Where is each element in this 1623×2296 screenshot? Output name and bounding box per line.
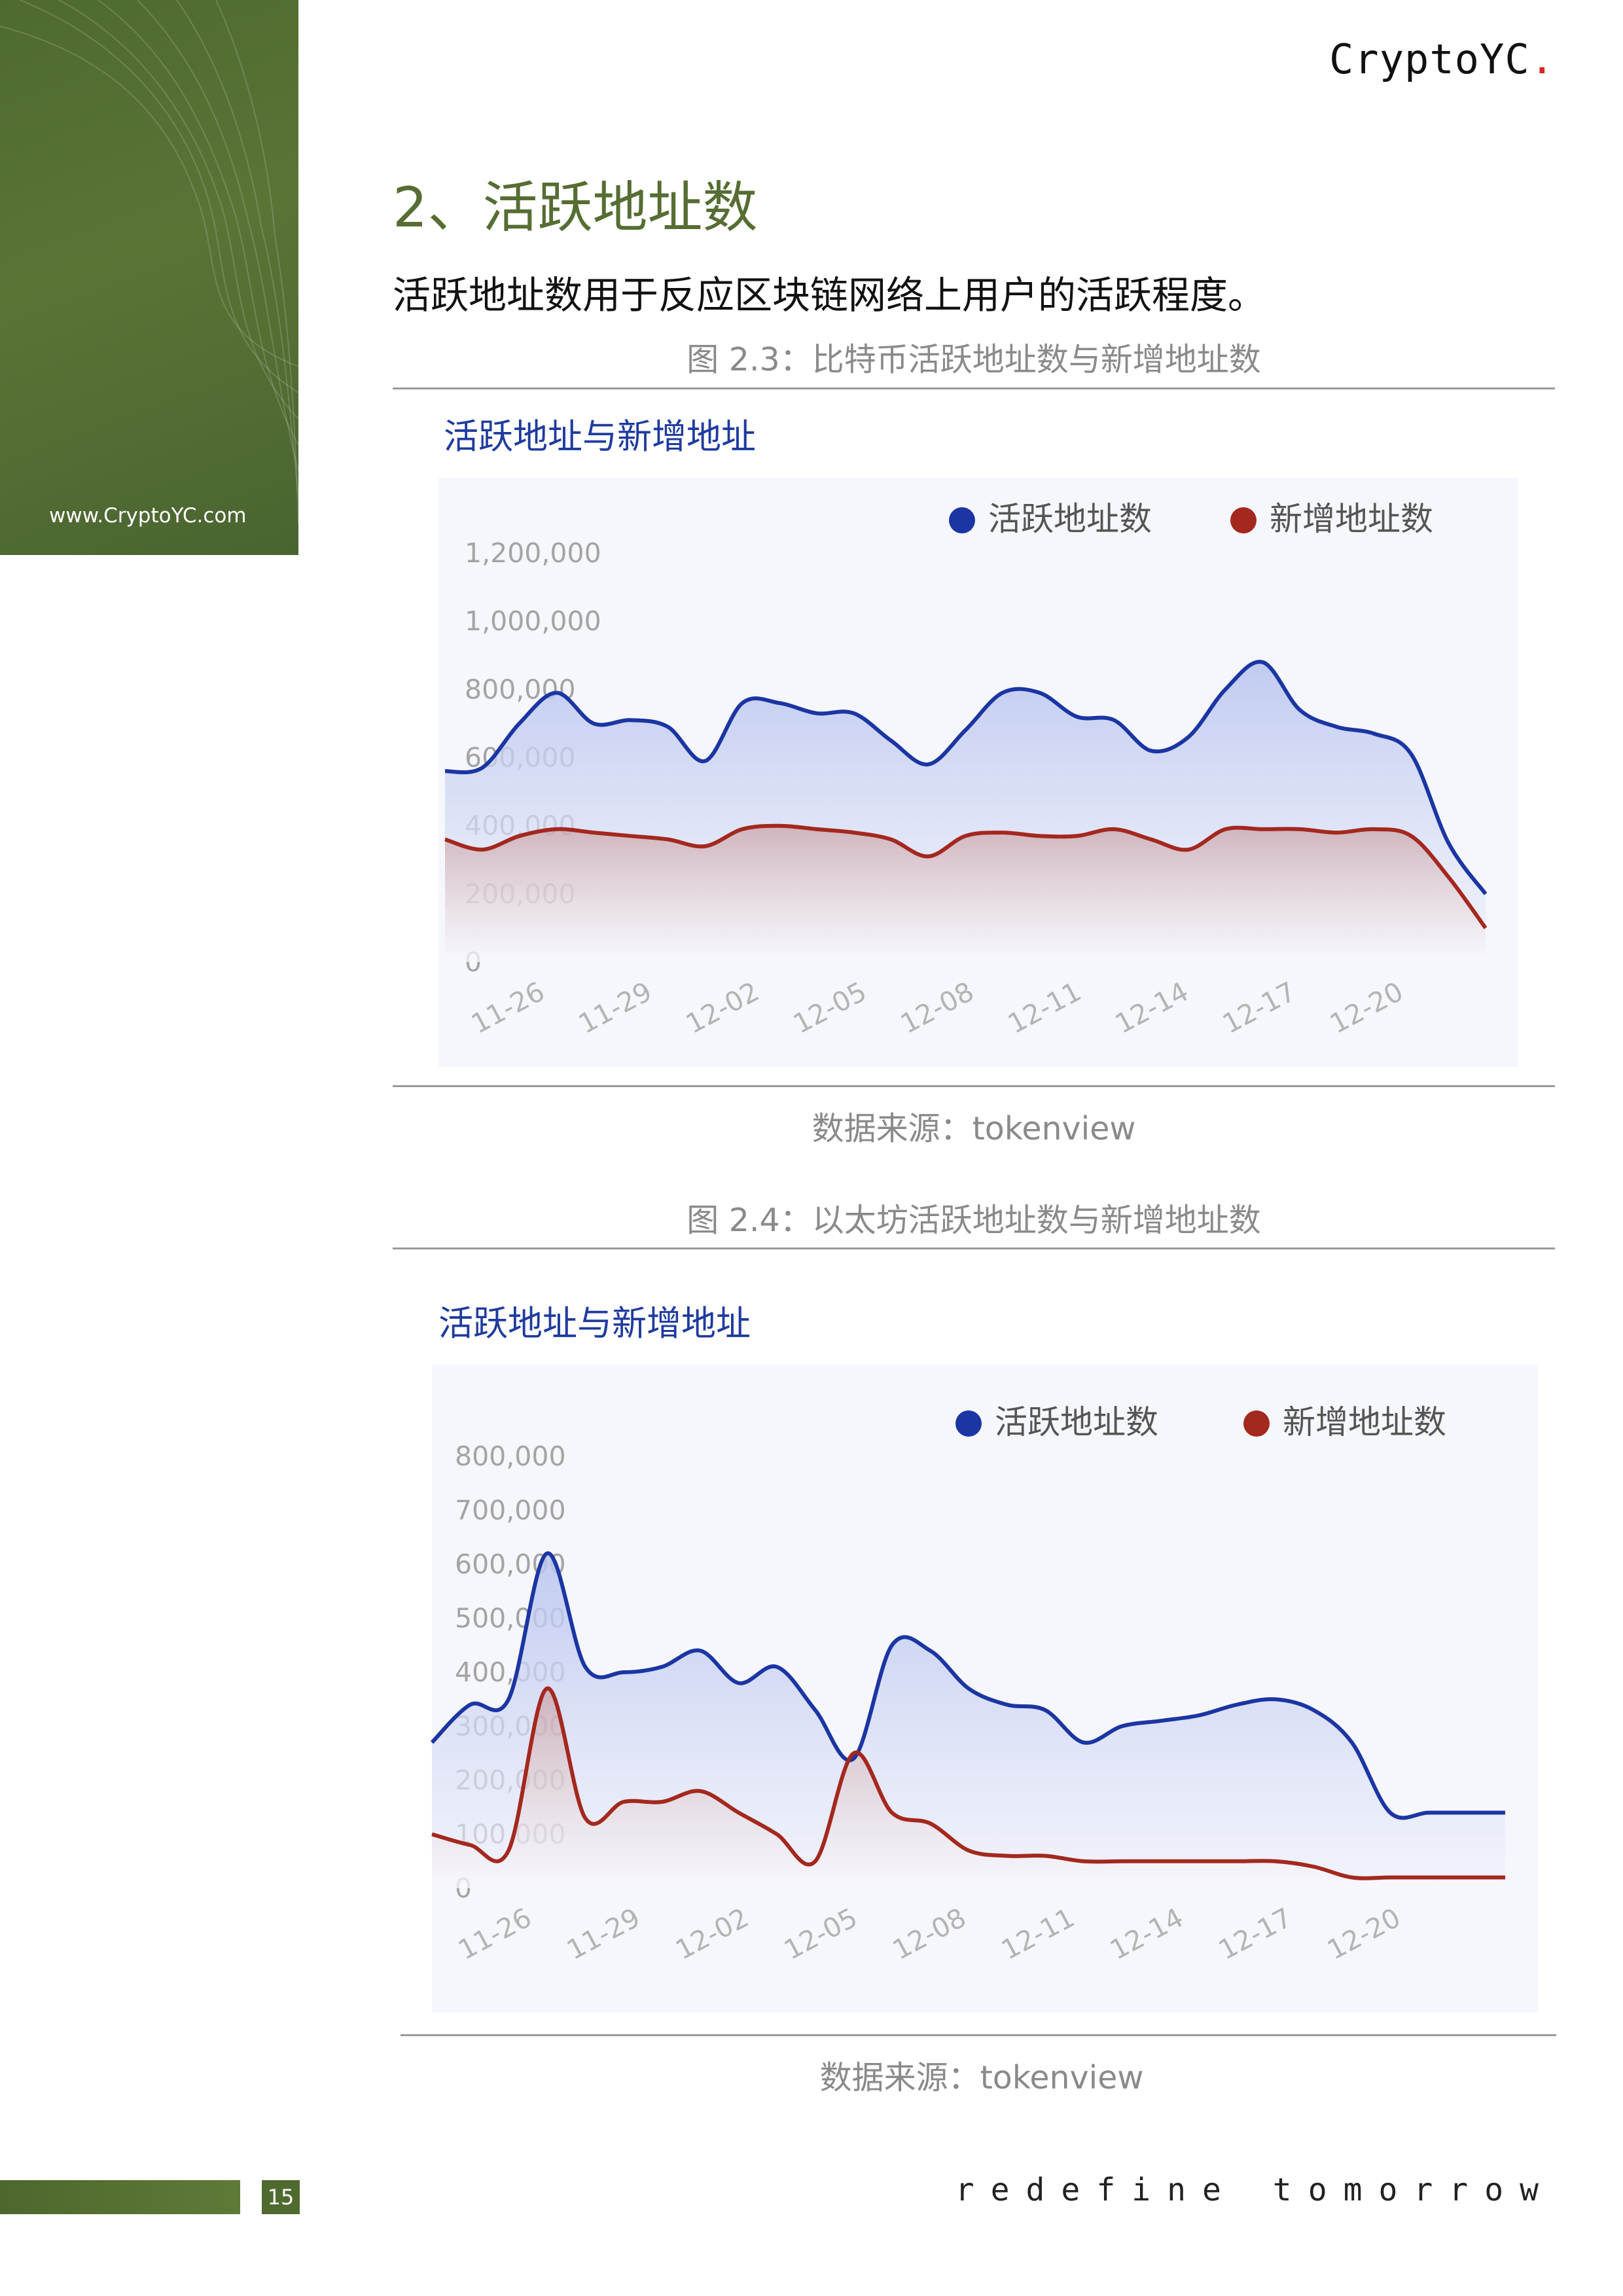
divider [401,2034,1556,2036]
y-tick-label: 1,000,000 [465,605,601,637]
series-line-new [431,1686,1505,1880]
divider [393,387,1555,389]
legend-label: 新增地址数 [1270,500,1433,538]
page-number: 15 [262,2180,300,2214]
series-area-new [445,825,1486,962]
website-url: www.CryptoYC.com [49,504,247,528]
y-tick-label: 800,000 [455,1441,566,1472]
figure-caption-2: 图 2.4：以太坊活跃地址数与新增地址数 [687,1202,1261,1239]
series-line-new [444,823,1488,929]
series-area-new [432,1688,1505,1888]
section-title: 2、活跃地址数 [393,175,758,240]
chart-title: 活跃地址与新增地址 [444,417,756,457]
x-tick-label: 12-20 [1325,976,1408,1040]
x-tick-label: 12-05 [779,1902,863,1966]
sidebar-banner: www.CryptoYC.com [0,0,298,555]
figure-caption-1: 图 2.3：比特币活跃地址数与新增地址数 [687,341,1261,378]
x-tick-label: 11-29 [573,976,657,1040]
x-tick-label: 12-08 [887,1902,971,1966]
series-line-active [444,660,1488,895]
data-source-1: 数据来源：tokenview [812,1110,1136,1147]
x-tick-label: 11-26 [466,976,550,1040]
legend-marker [949,507,975,533]
sidebar-wave-pattern [0,0,298,524]
x-tick-label: 12-02 [670,1902,754,1966]
chart-svg: 1,200,0001,000,000800,000600,000400,0002… [444,500,1488,1040]
x-tick-label: 12-11 [1003,976,1086,1040]
x-tick-label: 12-05 [788,976,872,1040]
brand-name: CryptoYC [1329,35,1530,83]
chart-svg: 800,000700,000600,000500,000400,000300,0… [430,1403,1505,1966]
x-tick-label: 12-11 [996,1902,1080,1966]
y-tick-label: 1,200,000 [465,537,601,569]
x-tick-label: 12-08 [895,976,979,1040]
brand-dot: . [1529,35,1555,83]
legend-marker [1243,1410,1270,1437]
legend-label: 活跃地址数 [988,500,1152,538]
footer-bar [0,2180,240,2214]
legend-label: 活跃地址数 [995,1403,1158,1441]
x-tick-label: 12-17 [1213,1902,1297,1966]
footer-tagline: redefine tomorrow [955,2172,1555,2208]
chart-eth-active-addresses: 活跃地址与新增地址 800,000 700,000 600,000 500,000 40… [430,1293,1544,2013]
y-tick-label: 700,000 [455,1495,566,1526]
x-tick-label: 12-17 [1217,976,1301,1040]
x-tick-label: 12-14 [1105,1902,1188,1966]
x-tick-label: 12-02 [681,976,764,1040]
divider [393,1085,1555,1087]
chart-title: 活跃地址与新增地址 [438,1304,751,1344]
legend-label: 新增地址数 [1283,1403,1446,1441]
x-tick-label: 11-26 [453,1902,537,1966]
x-tick-label: 11-29 [562,1902,645,1966]
x-tick-label: 12-20 [1322,1902,1406,1966]
legend-marker [955,1410,982,1437]
intro-paragraph: 活跃地址数用于反应区块链网络上用户的活跃程度。 [393,273,1266,317]
chart-btc-active-addresses: 活跃地址与新增地址 1,200,0001,000,000800,000600,0… [432,406,1531,1073]
x-tick-label: 12-14 [1110,976,1194,1040]
series-line-active [430,1551,1505,1820]
legend-marker [1230,507,1257,533]
data-source-2: 数据来源：tokenview [819,2059,1144,2096]
divider [393,1247,1555,1249]
brand-logo: CryptoYC. [1329,35,1555,83]
